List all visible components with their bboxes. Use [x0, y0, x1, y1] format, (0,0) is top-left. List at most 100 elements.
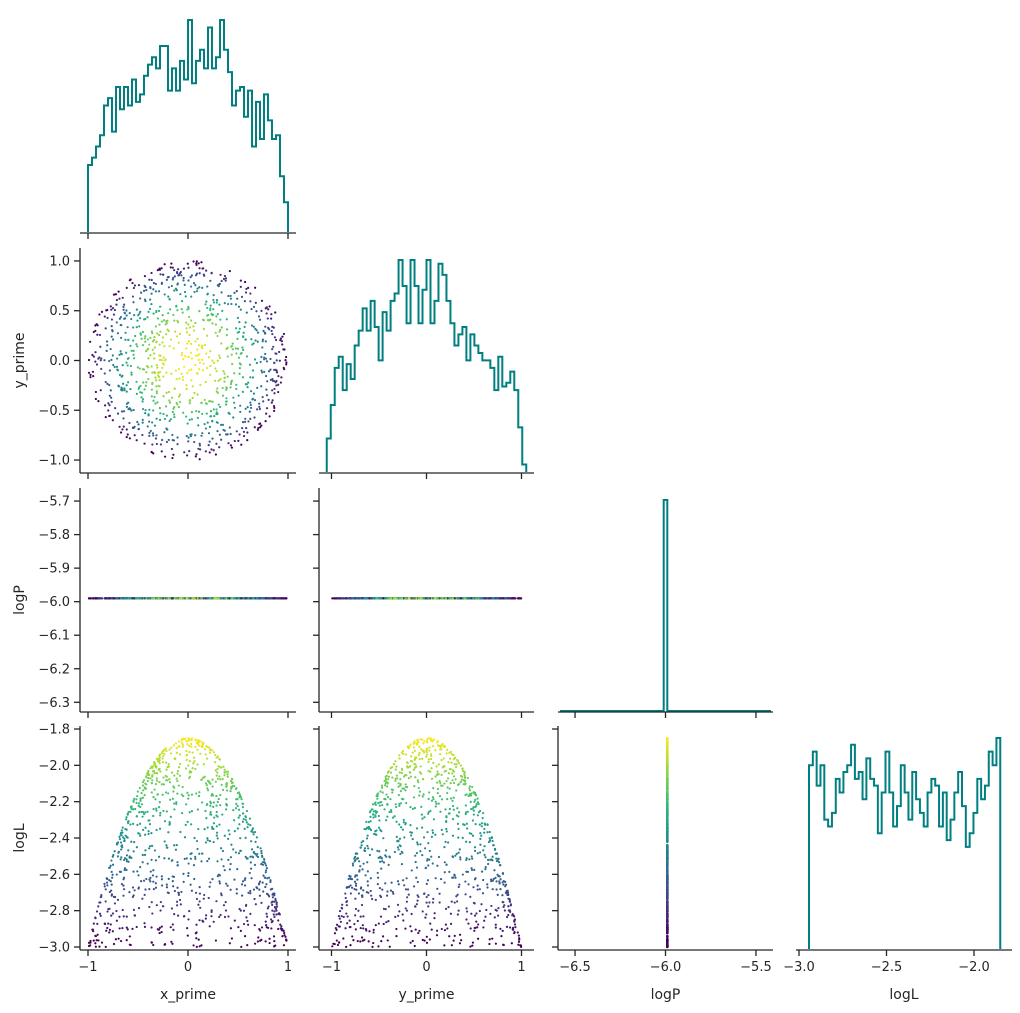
scatter-point: [200, 860, 203, 863]
scatter-point: [198, 286, 201, 289]
scatter-point: [221, 777, 224, 781]
scatter-point: [429, 770, 432, 773]
scatter-point: [230, 380, 233, 384]
scatter-point: [360, 936, 364, 939]
scatter-point: [230, 777, 233, 780]
scatter-point: [391, 816, 395, 819]
scatter-point: [203, 893, 206, 897]
scatter-point: [349, 944, 352, 947]
scatter-point: [137, 832, 140, 835]
scatter-point: [275, 913, 278, 916]
scatter-point: [366, 884, 370, 887]
scatter-point: [282, 332, 286, 336]
scatter-point: [391, 776, 394, 779]
scatter-point: [478, 888, 481, 891]
scatter-point: [196, 416, 199, 419]
scatter-point: [153, 772, 156, 775]
scatter-point: [160, 438, 164, 442]
scatter-point: [445, 779, 448, 783]
scatter-point: [104, 900, 107, 903]
scatter-point: [151, 844, 154, 847]
scatter-point: [235, 383, 238, 386]
scatter-point: [351, 864, 355, 867]
scatter-point: [464, 893, 467, 896]
scatter-point: [94, 942, 97, 945]
scatter-point: [264, 871, 267, 874]
scatter-point: [455, 852, 458, 855]
scatter-point: [174, 848, 178, 851]
scatter-point: [155, 807, 158, 810]
scatter-point: [151, 421, 154, 424]
scatter-point: [104, 327, 107, 330]
scatter-point: [460, 597, 463, 600]
scatter-point: [143, 388, 146, 391]
scatter-point: [223, 380, 226, 383]
scatter-point: [169, 418, 172, 421]
scatter-point: [165, 333, 168, 336]
scatter-point: [399, 802, 403, 805]
scatter-point: [198, 945, 201, 948]
scatter-point: [476, 888, 479, 891]
scatter-point: [134, 334, 137, 338]
scatter-point: [476, 884, 479, 887]
scatter-point: [419, 597, 422, 600]
scatter-point: [380, 784, 384, 787]
scatter-point: [250, 877, 253, 880]
scatter-point: [154, 290, 158, 293]
scatter-point: [263, 858, 266, 861]
scatter-point: [141, 344, 145, 347]
scatter-point: [345, 886, 348, 889]
scatter-point: [215, 804, 218, 807]
scatter-point: [412, 746, 415, 749]
scatter-point: [243, 300, 246, 303]
scatter-point: [249, 376, 252, 379]
scatter-point: [180, 351, 184, 354]
scatter-point: [198, 310, 201, 313]
scatter-point: [265, 412, 268, 415]
scatter-point: [218, 303, 221, 306]
scatter-point: [387, 863, 390, 866]
scatter-point: [125, 361, 128, 364]
scatter-point: [427, 597, 430, 600]
scatter-point: [450, 761, 453, 764]
scatter-point: [130, 840, 133, 843]
scatter-point: [271, 597, 274, 600]
scatter-point: [130, 806, 133, 810]
scatter-point: [112, 313, 116, 316]
scatter-point: [229, 790, 232, 793]
scatter-point: [170, 859, 173, 862]
scatter-point: [92, 375, 95, 378]
scatter-point: [211, 419, 214, 422]
scatter-point: [432, 897, 435, 900]
scatter-point: [206, 837, 209, 840]
scatter-point: [467, 922, 470, 925]
scatter-point: [111, 307, 115, 310]
scatter-point: [414, 905, 417, 908]
scatter-point: [447, 761, 450, 764]
scatter-point: [119, 323, 122, 327]
scatter-point: [410, 755, 413, 758]
scatter-point: [187, 279, 190, 282]
scatter-point: [143, 893, 146, 896]
scatter-point: [414, 776, 417, 779]
scatter-point: [480, 822, 484, 825]
scatter-point: [218, 354, 221, 357]
scatter-point: [264, 332, 267, 335]
scatter-point: [238, 433, 241, 436]
scatter-point: [275, 597, 278, 600]
scatter-point: [131, 295, 135, 298]
scatter-point: [409, 824, 412, 827]
scatter-point: [197, 368, 201, 371]
scatter-point: [161, 336, 165, 339]
scatter-point: [173, 413, 176, 416]
scatter-point: [260, 385, 263, 388]
scatter-point: [254, 852, 257, 855]
scatter-point: [350, 886, 354, 889]
scatter-point: [513, 931, 516, 934]
scatter-point: [452, 939, 455, 942]
scatter-point: [155, 390, 158, 393]
scatter-point: [434, 800, 437, 803]
scatter-point: [105, 929, 108, 932]
scatter-point: [450, 797, 453, 800]
scatter-point: [155, 771, 158, 775]
